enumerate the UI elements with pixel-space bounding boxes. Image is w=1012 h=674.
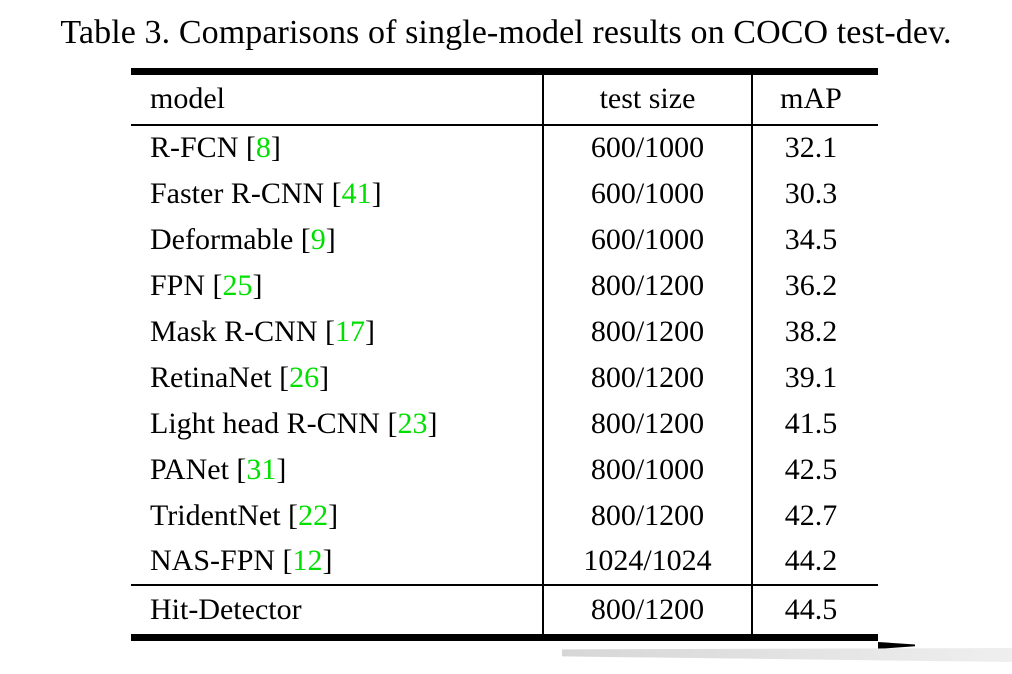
column-header-model: model <box>131 71 543 126</box>
map-cell: 38.2 <box>751 308 878 355</box>
map-cell: 44.5 <box>751 583 878 638</box>
model-name-end: ] <box>325 222 336 256</box>
results-table: model test size mAP R-FCN [8] 600/1000 3… <box>131 68 878 641</box>
model-cell: Mask R-CNN [17] <box>131 309 543 355</box>
header-row: model test size mAP <box>131 71 878 126</box>
model-name: R-FCN [ <box>150 131 256 164</box>
map-cell: 39.1 <box>751 354 878 401</box>
map-cell: 36.2 <box>751 262 878 309</box>
table-row: TridentNet [22] 800/1200 42.7 <box>131 492 878 539</box>
map-cell: 30.3 <box>751 170 878 217</box>
model-name: Light head R-CNN [ <box>150 406 398 440</box>
table-row: Faster R-CNN [41] 600/1000 30.3 <box>131 170 878 217</box>
model-name: Deformable [ <box>150 222 311 256</box>
citation-link[interactable]: 12 <box>292 544 323 577</box>
bottom-rule-taper-artifact <box>878 642 915 649</box>
map-cell: 32.1 <box>751 124 878 171</box>
model-cell: FPN [25] <box>131 263 543 309</box>
column-header-map: mAP <box>751 71 878 126</box>
model-name-end: ] <box>371 176 382 210</box>
model-cell: NAS-FPN [12] <box>131 539 543 585</box>
results-table-wrap: model test size mAP R-FCN [8] 600/1000 3… <box>131 68 878 641</box>
citation-link[interactable]: 41 <box>341 176 372 210</box>
test-size-cell: 800/1200 <box>542 583 752 638</box>
test-size-cell: 800/1200 <box>542 354 752 401</box>
test-size-cell: 800/1200 <box>542 492 752 539</box>
test-size-cell: 1024/1024 <box>542 538 752 585</box>
model-cell: Light head R-CNN [23] <box>131 401 543 447</box>
model-name-end: ] <box>328 498 339 532</box>
test-size-cell: 800/1200 <box>542 308 752 355</box>
scan-shadow-artifact <box>562 648 1012 662</box>
table-row: Light head R-CNN [23] 800/1200 41.5 <box>131 400 878 447</box>
model-name-end: ] <box>276 452 287 486</box>
test-size-cell: 600/1000 <box>542 170 752 217</box>
map-cell: 34.5 <box>751 216 878 263</box>
model-cell: TridentNet [22] <box>131 493 543 539</box>
citation-link[interactable]: 31 <box>246 452 277 486</box>
model-cell: PANet [31] <box>131 447 543 493</box>
table-row-hit-detector: Hit-Detector 800/1200 44.5 <box>131 583 878 638</box>
citation-link[interactable]: 17 <box>335 314 365 348</box>
table-row: FPN [25] 800/1200 36.2 <box>131 262 878 309</box>
test-size-cell: 800/1200 <box>542 400 752 447</box>
map-cell: 41.5 <box>751 400 878 447</box>
model-name: NAS-FPN [ <box>150 544 293 577</box>
table-row: RetinaNet [26] 800/1200 39.1 <box>131 354 878 401</box>
map-cell: 44.2 <box>751 538 878 585</box>
test-size-cell: 800/1200 <box>542 262 752 309</box>
citation-link[interactable]: 23 <box>397 406 428 440</box>
model-name-end: ] <box>322 544 333 577</box>
model-cell: R-FCN [8] <box>131 125 543 171</box>
test-size-cell: 600/1000 <box>542 216 752 263</box>
model-cell: Faster R-CNN [41] <box>131 171 543 217</box>
test-size-cell: 600/1000 <box>542 124 752 171</box>
table-row: Mask R-CNN [17] 800/1200 38.2 <box>131 308 878 355</box>
model-name-end: ] <box>252 268 263 302</box>
citation-link[interactable]: 8 <box>255 131 271 164</box>
model-name: TridentNet [ <box>150 498 299 532</box>
model-name-end: ] <box>365 314 375 348</box>
table-row: Deformable [9] 600/1000 34.5 <box>131 216 878 263</box>
model-name: Mask R-CNN [ <box>150 314 335 348</box>
model-cell: Deformable [9] <box>131 217 543 263</box>
table-row: PANet [31] 800/1000 42.5 <box>131 446 878 493</box>
model-name-end: ] <box>427 406 438 440</box>
map-cell: 42.7 <box>751 492 878 539</box>
model-name: Hit-Detector <box>150 592 302 626</box>
citation-link[interactable]: 9 <box>310 222 326 256</box>
model-name: PANet [ <box>150 452 247 486</box>
model-cell: Hit-Detector <box>131 583 543 638</box>
citation-link[interactable]: 26 <box>289 360 320 394</box>
table-row: R-FCN [8] 600/1000 32.1 <box>131 124 878 171</box>
model-name: FPN [ <box>150 268 223 302</box>
model-name: Faster R-CNN [ <box>150 176 342 210</box>
model-name-end: ] <box>319 360 330 394</box>
table-row: NAS-FPN [12] 1024/1024 44.2 <box>131 538 878 585</box>
column-header-test-size: test size <box>542 71 752 126</box>
map-cell: 42.5 <box>751 446 878 493</box>
model-name: RetinaNet [ <box>150 360 290 394</box>
model-name-end: ] <box>270 131 281 164</box>
model-cell: RetinaNet [26] <box>131 355 543 401</box>
citation-link[interactable]: 22 <box>298 498 329 532</box>
citation-link[interactable]: 25 <box>222 268 253 302</box>
test-size-cell: 800/1000 <box>542 446 752 493</box>
table-caption: Table 3. Comparisons of single-model res… <box>60 14 952 51</box>
